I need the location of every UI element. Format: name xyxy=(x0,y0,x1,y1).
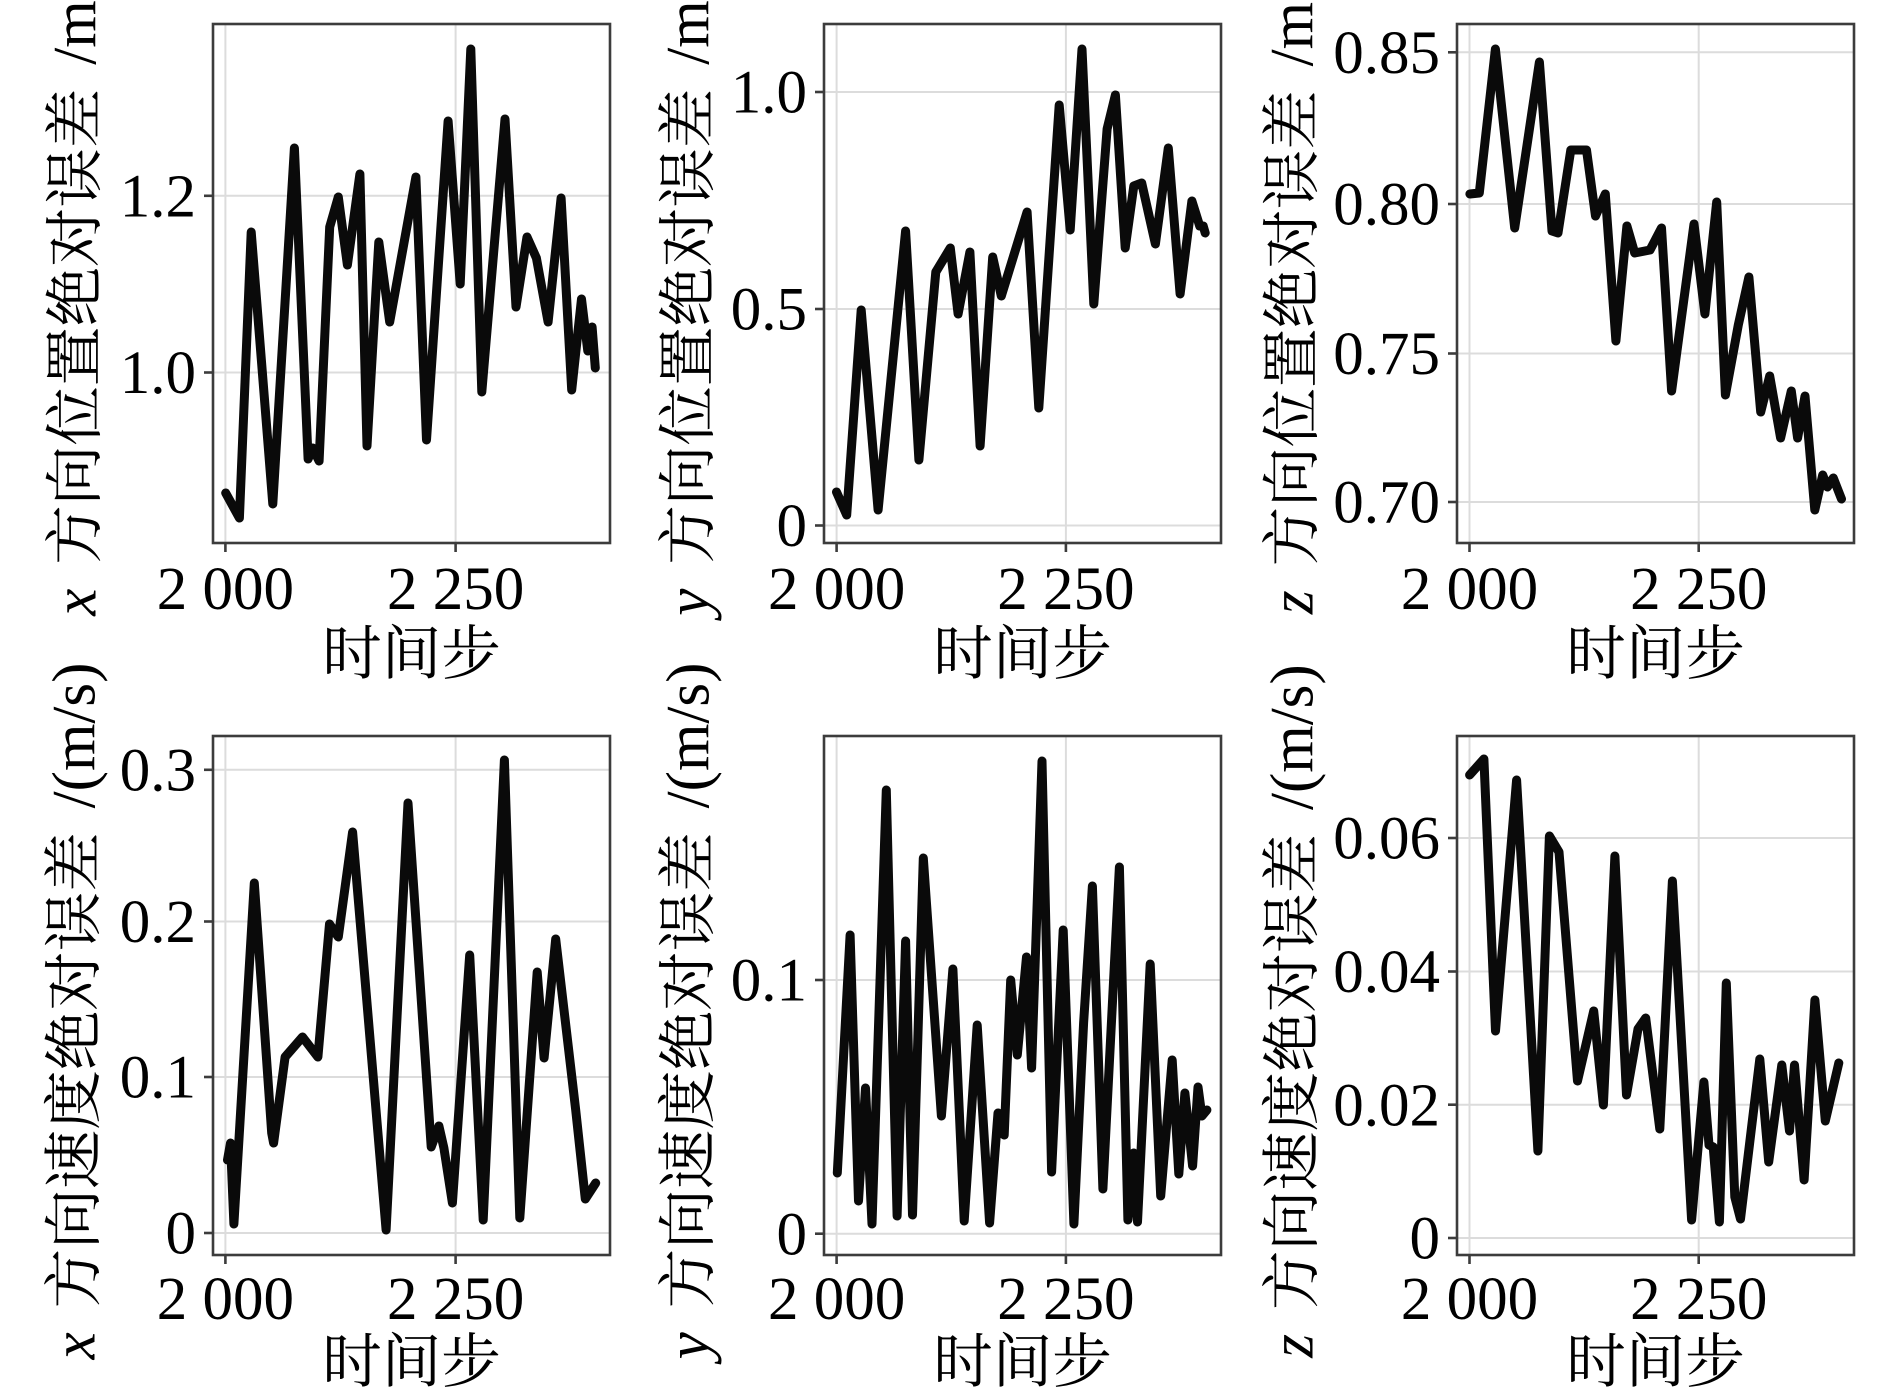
svg-text:x: x xyxy=(42,589,109,617)
svg-text:0.2: 0.2 xyxy=(120,889,196,956)
svg-text:0: 0 xyxy=(1410,1206,1441,1273)
svg-text:0.3: 0.3 xyxy=(120,738,196,805)
svg-text:0.85: 0.85 xyxy=(1333,20,1440,87)
svg-text:0.02: 0.02 xyxy=(1333,1072,1440,1139)
svg-text:2 250: 2 250 xyxy=(1630,556,1767,623)
svg-text:2 250: 2 250 xyxy=(1630,1266,1767,1333)
svg-text:/(m/s): /(m/s) xyxy=(41,663,108,809)
svg-text:0.75: 0.75 xyxy=(1333,321,1440,388)
svg-text:0.1: 0.1 xyxy=(731,948,807,1015)
svg-text:2 000: 2 000 xyxy=(768,556,905,623)
svg-text:1.0: 1.0 xyxy=(120,340,196,407)
svg-text:2 000: 2 000 xyxy=(768,1266,905,1333)
svg-text:2 250: 2 250 xyxy=(997,556,1134,623)
svg-text:z: z xyxy=(1259,590,1326,615)
svg-text:y: y xyxy=(655,1331,722,1365)
svg-text:0.1: 0.1 xyxy=(120,1045,196,1112)
svg-text:/m: /m xyxy=(1259,2,1326,66)
svg-text:0: 0 xyxy=(777,1201,808,1268)
svg-text:0.80: 0.80 xyxy=(1333,172,1440,239)
svg-text:2 250: 2 250 xyxy=(997,1266,1134,1333)
svg-text:/(m/s): /(m/s) xyxy=(655,663,722,809)
svg-text:2 000: 2 000 xyxy=(157,1266,294,1333)
svg-text:x: x xyxy=(41,1332,108,1360)
svg-text:1.2: 1.2 xyxy=(120,164,196,231)
svg-text:1.0: 1.0 xyxy=(731,60,807,127)
svg-text:y: y xyxy=(655,588,722,622)
svg-text:2 000: 2 000 xyxy=(1401,1266,1538,1333)
svg-text:0.70: 0.70 xyxy=(1333,470,1440,537)
svg-text:2 000: 2 000 xyxy=(1401,556,1538,623)
svg-text:0.06: 0.06 xyxy=(1333,806,1440,873)
svg-text:2 250: 2 250 xyxy=(387,1266,524,1333)
svg-text:/(m/s): /(m/s) xyxy=(1259,664,1326,810)
svg-text:0: 0 xyxy=(166,1201,197,1268)
svg-text:z: z xyxy=(1259,1334,1326,1359)
svg-text:2 250: 2 250 xyxy=(387,556,524,623)
svg-text:/m: /m xyxy=(42,0,109,64)
svg-text:0.04: 0.04 xyxy=(1333,939,1440,1006)
svg-text:/m: /m xyxy=(655,0,722,64)
svg-text:0.5: 0.5 xyxy=(731,277,807,344)
svg-text:2 000: 2 000 xyxy=(157,556,294,623)
svg-text:0: 0 xyxy=(777,493,808,560)
